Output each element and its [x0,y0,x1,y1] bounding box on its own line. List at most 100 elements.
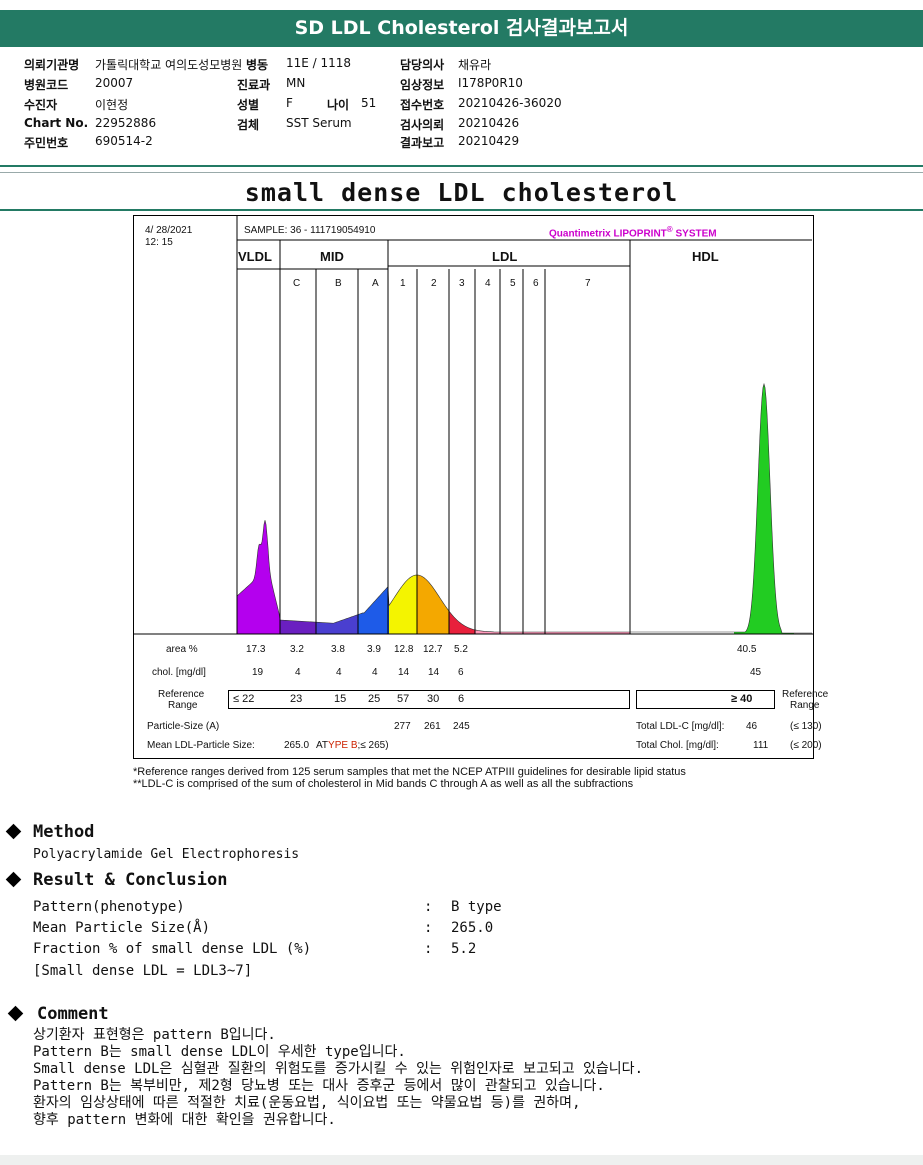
band-b-fill [316,614,358,634]
ref-b: 15 [334,693,347,705]
footnote-1: *Reference ranges derived from 125 serum… [133,766,686,778]
ref-label-right-line2: Range [790,700,820,711]
brand-suffix: SYSTEM [672,228,717,240]
institution-value: 가톨릭대학교 여의도성모병원 [95,58,243,72]
ref-1: 57 [397,693,410,705]
band-1-fill [389,575,417,634]
result-sep-fraction: : [424,941,433,957]
comment-line-6: 향후 pattern 변화에 대한 확인을 권유합니다. [33,1112,336,1128]
area-a: 3.9 [367,644,381,655]
comment-line-4: Pattern B는 복부비만, 제2형 당뇨병 또는 대사 증후군 등에서 많… [33,1078,605,1094]
band-label-b: B [335,278,342,289]
brand-registered-mark: ® [666,225,673,234]
band-vldl-fill [237,520,280,634]
method-bullet-icon [5,823,22,840]
band-label-a: A [372,278,379,289]
method-heading: Method [33,822,95,842]
total-chol-ref: (≤ 200) [790,740,822,751]
ref-a: 25 [368,693,381,705]
chol-a: 4 [372,667,378,678]
age-value: 51 [361,96,377,110]
institution-label: 의뢰기관명 [24,58,80,72]
chol-c: 4 [295,667,301,678]
chol-1: 14 [398,667,410,678]
mean-type-ref: ;≤ 265) [357,740,389,751]
ward-value: 11E / 1118 [286,56,352,70]
band-label-6: 6 [533,278,539,289]
bottom-strip [0,1155,923,1165]
comment-heading: Comment [37,1004,109,1024]
ref-label-line2: Range [168,700,198,711]
particle-size-label: Particle-Size (A) [147,721,220,732]
report-date-label: 결과보고 [400,136,445,150]
ref-label-right-line1: Reference [782,689,829,700]
lipoprint-plot [134,216,813,635]
comment-line-1: 상기환자 표현형은 pattern B입니다. [33,1027,276,1043]
ref-2: 30 [427,693,440,705]
ref-range-box-hdl [636,690,775,709]
ref-hdl: ≥ 40 [731,693,753,705]
chol-3: 6 [458,667,464,678]
subtitle-divider [0,209,923,211]
mean-size-label: Mean LDL-Particle Size: [147,740,255,751]
comment-line-3: Small dense LDL은 심혈관 질환의 위험도를 증가시킬 수 있는 … [33,1061,643,1077]
area-vldl: 17.3 [246,644,266,655]
sex-label: 성별 [237,98,260,112]
chol-hdl: 45 [750,667,762,678]
band-label-5: 5 [510,278,516,289]
footnote-2: **LDL-C is comprised of the sum of chole… [133,778,634,790]
ref-c: 23 [290,693,303,705]
group-label-mid: MID [320,249,344,264]
result-value-mean-size: 265.0 [451,920,494,936]
report-title: SD LDL Cholesterol 검사결과보고서 [0,10,923,47]
mean-size-type: ATYPE B;≤ 265) [316,740,389,751]
receipt-label: 접수번호 [400,98,445,112]
result-sep-pattern: : [424,899,433,915]
result-note: [Small dense LDL = LDL3~7] [33,963,253,979]
sex-value: F [286,96,293,110]
dept-label: 진료과 [237,78,271,92]
chart-no-label: Chart No. [24,116,89,130]
band-label-c: C [293,278,301,289]
result-bullet-icon [5,871,22,888]
ref-vldl: ≤ 22 [233,693,255,705]
comment-line-5: 환자의 임상상태에 따른 적절한 치료(운동요법, 식이요법 또는 약물요법 등… [33,1095,581,1111]
particle-size-1: 277 [394,721,411,732]
total-ldl-label: Total LDL-C [mg/dl]: [636,721,725,732]
result-label-mean-size: Mean Particle Size(Å) [33,920,211,936]
area-row-label: area % [166,644,198,655]
band-hdl-fill [734,384,794,634]
area-3: 5.2 [454,644,468,655]
dept-value: MN [286,76,306,90]
chol-vldl: 19 [252,667,264,678]
band-label-2: 2 [431,278,437,289]
doctor-value: 채유라 [458,58,492,72]
lipoprint-chart: 4/ 28/2021 12: 15 SAMPLE: 36 - 111719054… [133,215,828,759]
result-heading: Result & Conclusion [33,870,228,890]
chol-2: 14 [428,667,440,678]
header-divider-thin [0,172,923,173]
chol-row-label: chol. [mg/dl] [152,667,206,678]
area-1: 12.8 [394,644,414,655]
band-a-fill [358,586,389,634]
area-2: 12.7 [423,644,443,655]
particle-size-3: 245 [453,721,470,732]
header-divider [0,165,923,167]
comment-line-2: Pattern B는 small dense LDL이 우세한 type입니다. [33,1044,406,1060]
result-value-fraction: 5.2 [451,941,477,957]
group-label-hdl: HDL [692,249,719,264]
chart-no-value: 22952886 [95,116,157,130]
doctor-label: 담당의사 [400,58,445,72]
patient-label: 수진자 [24,98,58,112]
comment-bullet-icon [7,1005,24,1022]
ref-label-line1: Reference [158,689,205,700]
hospital-code-label: 병원코드 [24,78,69,92]
band-3-fill [449,611,475,634]
band-c-fill [280,620,316,634]
result-sep-mean-size: : [424,920,433,936]
brand-name: Quantimetrix LIPOPRINT [549,228,667,240]
report-date-value: 20210429 [458,134,520,148]
rrn-value: 690514-2 [95,134,153,148]
particle-size-2: 261 [424,721,441,732]
chart-time: 12: 15 [145,237,173,248]
